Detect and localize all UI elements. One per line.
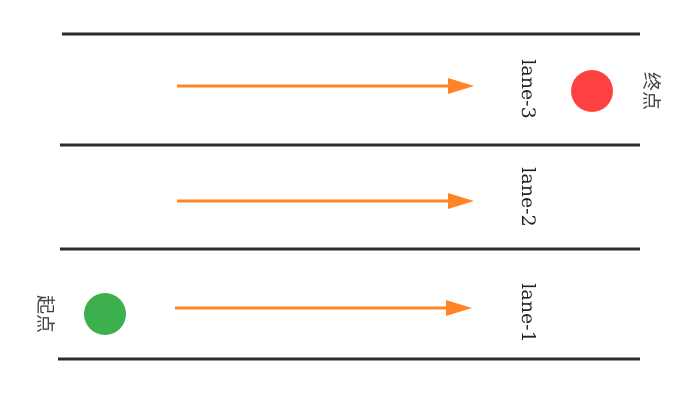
- lane-3-label: lane-3: [517, 59, 539, 118]
- lane-1-arrow: [175, 300, 472, 316]
- end-marker-label: 终点: [640, 72, 662, 110]
- end-marker-dot: [571, 70, 613, 112]
- lane-2-arrow: [177, 193, 474, 209]
- lane-1-label: lane-1: [517, 283, 539, 342]
- start-marker-label: 起点: [34, 295, 56, 333]
- lane-3-arrow: [177, 78, 474, 94]
- start-marker-dot: [84, 293, 126, 335]
- lane-2-label: lane-2: [517, 167, 539, 226]
